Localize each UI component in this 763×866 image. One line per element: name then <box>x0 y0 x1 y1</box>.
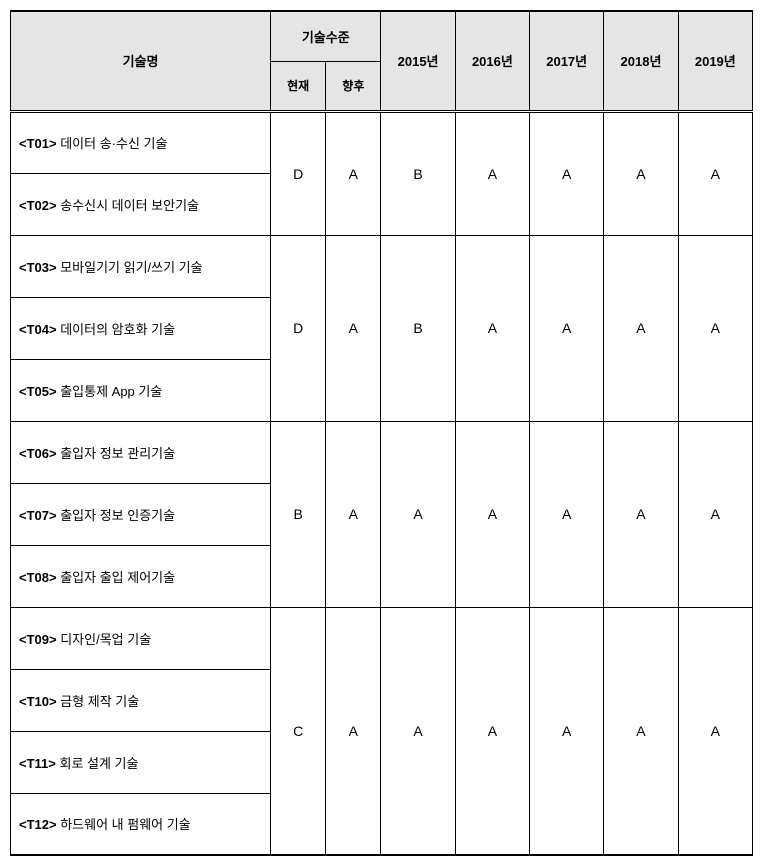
tech-code: <T08> <box>19 570 57 585</box>
year-2018-value: A <box>604 421 678 607</box>
current-level: B <box>271 421 326 607</box>
tech-code: <T12> <box>19 817 57 832</box>
header-year-2015: 2015년 <box>381 11 455 111</box>
tech-name-cell: <T07> 출입자 정보 인증기술 <box>11 483 271 545</box>
year-2018-value: A <box>604 235 678 421</box>
header-tech-name: 기술명 <box>11 11 271 111</box>
tech-name: 출입통제 App 기술 <box>57 384 163 399</box>
year-2016-value: A <box>455 421 529 607</box>
year-2015-value: A <box>381 421 455 607</box>
tech-code: <T11> <box>19 756 56 771</box>
current-level: C <box>271 607 326 855</box>
tech-name-cell: <T08> 출입자 출입 제어기술 <box>11 545 271 607</box>
tech-name-cell: <T09> 디자인/목업 기술 <box>11 607 271 669</box>
year-2019-value: A <box>678 607 752 855</box>
header-year-2019: 2019년 <box>678 11 752 111</box>
tech-name: 출입자 출입 제어기술 <box>57 570 175 585</box>
tech-code: <T04> <box>19 322 57 337</box>
year-2017-value: A <box>530 111 604 235</box>
table-row: <T01> 데이터 송·수신 기술DABAAAA <box>11 111 753 173</box>
tech-name-cell: <T02> 송수신시 데이터 보안기술 <box>11 173 271 235</box>
tech-name-cell: <T01> 데이터 송·수신 기술 <box>11 111 271 173</box>
current-level: D <box>271 235 326 421</box>
year-2019-value: A <box>678 235 752 421</box>
tech-code: <T10> <box>19 694 57 709</box>
year-2018-value: A <box>604 111 678 235</box>
tech-name-cell: <T04> 데이터의 암호화 기술 <box>11 297 271 359</box>
tech-name: 송수신시 데이터 보안기술 <box>57 198 199 213</box>
tech-name: 모바일기기 읽기/쓰기 기술 <box>57 260 203 275</box>
year-2015-value: B <box>381 111 455 235</box>
year-2017-value: A <box>530 607 604 855</box>
header-year-2017: 2017년 <box>530 11 604 111</box>
year-2015-value: B <box>381 235 455 421</box>
tech-code: <T06> <box>19 446 57 461</box>
year-2019-value: A <box>678 421 752 607</box>
header-year-2018: 2018년 <box>604 11 678 111</box>
tech-code: <T03> <box>19 260 57 275</box>
table-body: <T01> 데이터 송·수신 기술DABAAAA<T02> 송수신시 데이터 보… <box>11 111 753 855</box>
table-header: 기술명 기술수준 2015년 2016년 2017년 2018년 2019년 현… <box>11 11 753 111</box>
year-2017-value: A <box>530 235 604 421</box>
tech-name: 금형 제작 기술 <box>57 694 140 709</box>
tech-code: <T01> <box>19 136 57 151</box>
header-level-future: 향후 <box>326 61 381 111</box>
tech-name: 출입자 정보 관리기술 <box>57 446 175 461</box>
header-level-group: 기술수준 <box>271 11 381 61</box>
year-2015-value: A <box>381 607 455 855</box>
tech-name: 회로 설계 기술 <box>56 756 139 771</box>
future-level: A <box>326 235 381 421</box>
tech-name-cell: <T03> 모바일기기 읽기/쓰기 기술 <box>11 235 271 297</box>
header-year-2016: 2016년 <box>455 11 529 111</box>
tech-code: <T09> <box>19 632 57 647</box>
year-2016-value: A <box>455 607 529 855</box>
future-level: A <box>326 607 381 855</box>
tech-name: 데이터 송·수신 기술 <box>57 136 168 151</box>
year-2016-value: A <box>455 111 529 235</box>
year-2018-value: A <box>604 607 678 855</box>
year-2017-value: A <box>530 421 604 607</box>
year-2019-value: A <box>678 111 752 235</box>
future-level: A <box>326 421 381 607</box>
year-2016-value: A <box>455 235 529 421</box>
table-row: <T06> 출입자 정보 관리기술BAAAAAA <box>11 421 753 483</box>
tech-name: 디자인/목업 기술 <box>57 632 152 647</box>
header-level-current: 현재 <box>271 61 326 111</box>
table-row: <T03> 모바일기기 읽기/쓰기 기술DABAAAA <box>11 235 753 297</box>
tech-name-cell: <T05> 출입통제 App 기술 <box>11 359 271 421</box>
tech-name-cell: <T12> 하드웨어 내 펌웨어 기술 <box>11 793 271 855</box>
tech-code: <T05> <box>19 384 57 399</box>
tech-name-cell: <T11> 회로 설계 기술 <box>11 731 271 793</box>
tech-code: <T02> <box>19 198 57 213</box>
technology-level-table: 기술명 기술수준 2015년 2016년 2017년 2018년 2019년 현… <box>10 10 753 856</box>
tech-name-cell: <T06> 출입자 정보 관리기술 <box>11 421 271 483</box>
tech-code: <T07> <box>19 508 57 523</box>
tech-name: 하드웨어 내 펌웨어 기술 <box>57 817 191 832</box>
tech-name-cell: <T10> 금형 제작 기술 <box>11 669 271 731</box>
tech-name: 데이터의 암호화 기술 <box>57 322 175 337</box>
current-level: D <box>271 111 326 235</box>
future-level: A <box>326 111 381 235</box>
tech-name: 출입자 정보 인증기술 <box>57 508 175 523</box>
table-row: <T09> 디자인/목업 기술CAAAAAA <box>11 607 753 669</box>
